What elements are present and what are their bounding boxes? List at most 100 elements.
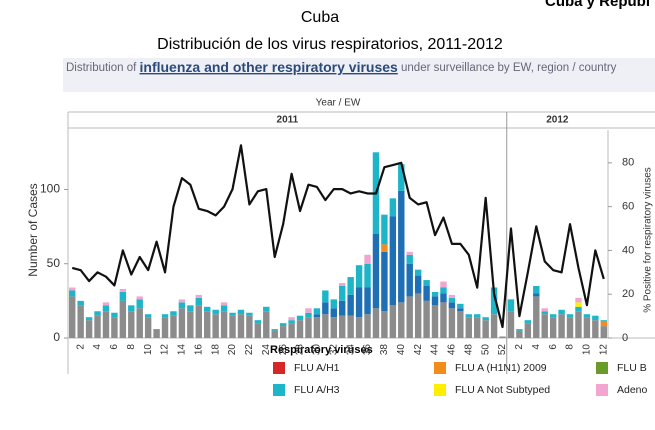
bar-segment (414, 275, 422, 294)
legend-label: FLU A Not Subtyped (455, 384, 550, 396)
bar-segment (254, 320, 262, 324)
bar-segment (448, 297, 456, 303)
x-tick-label: 22 (244, 344, 255, 356)
bar-segment (423, 300, 430, 338)
bar-segment (575, 297, 582, 303)
bar-segment (364, 263, 371, 288)
y2-tick-label: 0 (622, 332, 628, 344)
x-tick-label: 10 (143, 344, 154, 356)
bar-segment (541, 314, 548, 338)
bar-segment (77, 300, 84, 306)
bar-segment (389, 305, 397, 338)
x-tick-label: 4 (531, 344, 542, 350)
bar-segment (85, 317, 93, 321)
bar-segment (575, 311, 582, 338)
group-label: 2011 (277, 115, 299, 126)
x-tick-label: 6 (548, 344, 559, 350)
bar-segment (111, 317, 118, 338)
legend-swatch (596, 384, 608, 396)
x-tick-label: 8 (126, 344, 137, 350)
bar-segment (305, 308, 312, 313)
bar-segment (507, 299, 515, 312)
bar-segment (372, 234, 380, 309)
y-tick-label: 50 (47, 256, 61, 270)
bar-segment (254, 323, 262, 338)
x-header: Year / EW (316, 98, 361, 109)
bar-segment (339, 315, 346, 338)
bar-segment (431, 291, 439, 297)
bar-segment (313, 308, 321, 315)
bar-segment (541, 311, 548, 315)
bar-segment (102, 302, 110, 306)
bar-segment (195, 297, 202, 306)
bar-segment (474, 314, 481, 318)
bar-segment (170, 311, 177, 316)
legend-swatch (434, 362, 446, 374)
bar-segment (558, 314, 565, 338)
bar-segment (212, 314, 219, 338)
bar-segment (187, 305, 194, 312)
bar-segment (347, 294, 354, 316)
bar-segment (431, 305, 439, 338)
x-tick-label: 50 (480, 344, 491, 356)
group-label: 2012 (546, 115, 569, 126)
bar-segment (330, 317, 337, 338)
bar-segment (347, 315, 354, 338)
x-tick-label: 42 (413, 344, 424, 356)
bar-segment (575, 306, 582, 312)
banner-text: Distribution of (66, 62, 140, 74)
chart-title: Cuba (301, 9, 339, 26)
bar-segment (533, 296, 540, 338)
bar-segment (94, 311, 101, 316)
bar-segment (279, 326, 287, 338)
legend-swatch (596, 362, 608, 374)
bar-segment (440, 281, 447, 288)
line (71, 144, 605, 329)
legend-label: FLU B (617, 362, 647, 374)
bar-segment (440, 302, 447, 338)
bar-segment (246, 315, 253, 338)
bar-segment (271, 329, 278, 331)
bar-segment (566, 314, 574, 318)
bar-segment (77, 305, 84, 338)
bar-segment (398, 164, 405, 191)
bar-segment (322, 302, 329, 315)
bar-segment (549, 317, 557, 338)
y2-tick-label: 60 (622, 201, 634, 213)
legend-label: FLU A (H1N1) 2009 (455, 362, 547, 374)
x-tick-label: 48 (463, 344, 474, 356)
bar-segment (279, 323, 287, 327)
bar-segment (600, 321, 607, 327)
legend-label: FLU A/H1 (294, 362, 340, 374)
bar-segment (305, 317, 312, 338)
bar-segment (389, 216, 397, 306)
bar-segment (136, 296, 143, 300)
bar-segment (600, 326, 607, 338)
x-tick-label: 40 (396, 344, 407, 356)
bar-segment (128, 311, 135, 338)
bar-segment (516, 330, 523, 338)
x-tick-label: 12 (160, 344, 171, 356)
x-tick-label: 8 (565, 344, 576, 350)
bar-segment (220, 305, 228, 312)
bar-segment (524, 323, 532, 338)
bar-segment (271, 330, 278, 338)
bar-segment (119, 288, 127, 292)
x-tick-label: 4 (92, 344, 103, 350)
bar-segment (355, 265, 363, 288)
banner-link[interactable]: influenza and other respiratory viruses (140, 59, 399, 75)
x-tick-label: 32 (328, 344, 339, 356)
bar-segment (507, 311, 515, 338)
x-tick-label: 30 (312, 344, 323, 356)
x-tick-label: 38 (379, 344, 390, 356)
bar-segment (482, 317, 489, 321)
y2-tick-label: 80 (622, 157, 634, 169)
bar-segment (533, 293, 540, 297)
bar-segment (457, 311, 464, 338)
bar-segment (220, 302, 228, 306)
bar-segment (381, 244, 388, 252)
y-tick-label: 100 (40, 182, 60, 196)
x-tick-label: 26 (278, 344, 289, 356)
bar-segment (128, 305, 135, 312)
